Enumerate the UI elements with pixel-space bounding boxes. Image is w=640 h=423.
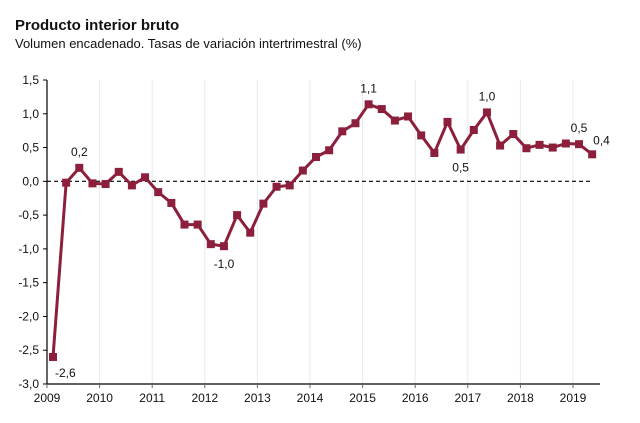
data-label: 0,5 (452, 161, 469, 175)
data-point (509, 130, 518, 139)
data-point (88, 179, 97, 188)
data-point (469, 125, 478, 134)
data-labels: -2,6 0,2 -1,0 1,1 0,5 1,0 0,5 0,4 (55, 81, 610, 380)
data-point (390, 116, 399, 125)
data-point (377, 105, 386, 114)
x-tick-label: 2014 (297, 391, 324, 405)
data-point (62, 178, 71, 187)
data-point (233, 211, 242, 220)
y-tick-label: 1,5 (22, 73, 39, 87)
data-point (298, 166, 307, 175)
data-point (522, 144, 531, 153)
data-label: 0,4 (593, 133, 610, 147)
data-point (561, 139, 570, 148)
y-tick-label: -2,5 (18, 343, 39, 357)
data-point (167, 198, 176, 207)
x-tick-label: 2013 (244, 391, 271, 405)
chart-subtitle: Volumen encadenado. Tasas de variación i… (15, 36, 362, 51)
y-axis: 1,5 1,0 0,5 0,0 -0,5 -1,0 -1,5 -2,0 -2,5 -3,0 (18, 73, 48, 391)
data-point (285, 181, 294, 190)
data-point (180, 220, 189, 229)
x-tick-label: 2018 (507, 391, 534, 405)
data-point (141, 173, 150, 182)
data-point (325, 146, 334, 155)
y-tick-label: -2,0 (18, 309, 39, 323)
data-point (49, 352, 57, 361)
y-tick-label: 0,5 (22, 141, 39, 155)
data-point (456, 145, 465, 154)
data-point (312, 153, 320, 162)
data-point (430, 148, 439, 157)
data-point (417, 131, 426, 140)
x-tick-label: 2010 (86, 391, 113, 405)
x-tick-label: 2015 (349, 391, 376, 405)
data-point (101, 180, 110, 189)
y-tick-label: 0,0 (22, 174, 39, 188)
data-point (206, 240, 215, 249)
data-point (548, 143, 557, 152)
data-point (482, 108, 491, 117)
data-point (496, 141, 505, 150)
series-line (51, 102, 594, 358)
y-tick-label: -1,5 (18, 276, 39, 290)
data-label: -2,6 (55, 366, 76, 380)
data-point (535, 140, 544, 149)
data-label: -1,0 (214, 257, 235, 271)
data-point (114, 167, 123, 176)
data-point (404, 112, 413, 121)
data-label: 1,1 (360, 81, 377, 95)
data-point (154, 188, 163, 197)
x-tick-label: 2011 (139, 391, 165, 405)
data-point (443, 117, 452, 126)
data-point (127, 181, 136, 190)
y-tick-label: -3,0 (18, 377, 39, 391)
x-axis: 2009 2010 2011 2012 2013 2014 2015 2016 2017 2018… (34, 383, 600, 405)
data-point (219, 242, 228, 251)
y-tick-label: -1,0 (18, 242, 39, 256)
data-point (272, 182, 281, 191)
x-tick-label: 2017 (454, 391, 481, 405)
x-tick-label: 2016 (402, 391, 429, 405)
chart-title: Producto interior bruto (15, 17, 180, 34)
y-tick-label: -0,5 (18, 208, 39, 222)
data-point (75, 163, 84, 172)
data-point (259, 199, 268, 208)
grid-lines (99, 80, 574, 384)
x-tick-label: 2012 (191, 391, 218, 405)
data-label: 0,2 (71, 145, 88, 159)
y-tick-label: 1,0 (22, 107, 39, 121)
data-point (246, 228, 255, 237)
x-tick-label: 2009 (34, 391, 61, 405)
x-tick-label: 2019 (560, 391, 587, 405)
data-point (588, 150, 597, 159)
data-point (338, 127, 347, 136)
data-point (575, 140, 583, 149)
series-markers (49, 100, 597, 361)
data-label: 1,0 (479, 89, 496, 103)
data-point (364, 100, 373, 109)
data-label: 0,5 (571, 121, 588, 135)
data-point (193, 220, 202, 229)
data-point (351, 119, 360, 128)
